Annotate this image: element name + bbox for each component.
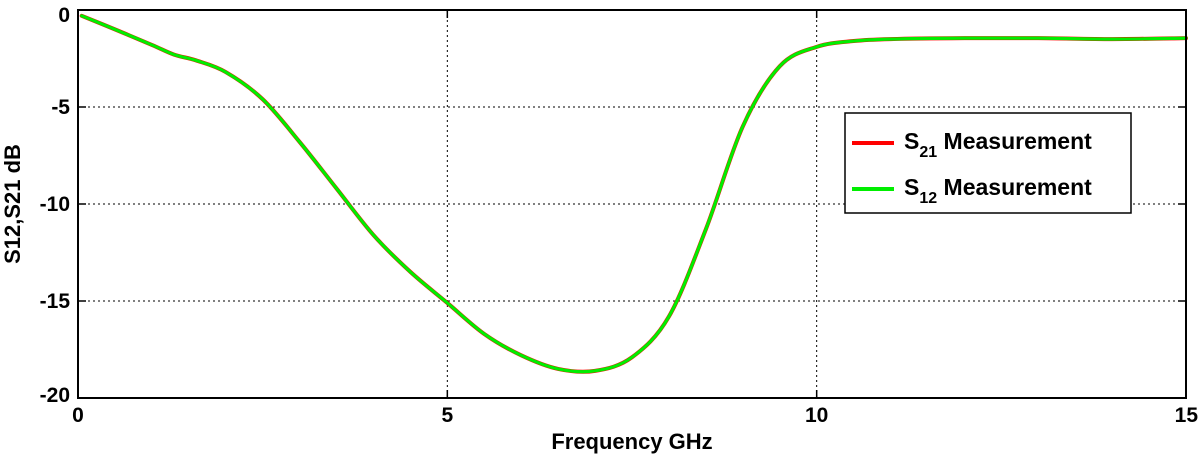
series-line-s12 — [80, 14, 1188, 374]
y-tick-label: -10 — [40, 193, 70, 216]
x-tick-label: 10 — [805, 404, 828, 427]
y-tick-label: -5 — [51, 96, 70, 119]
x-tick-label: 5 — [441, 404, 453, 427]
legend-label: S12 Measurement — [904, 174, 1092, 207]
legend: S21 Measurement S12 Measurement — [844, 112, 1132, 214]
x-tick-label: 15 — [1175, 404, 1199, 427]
ticks: 0 5 10 15 0 -5 -10 -15 -20 — [40, 4, 1199, 427]
y-tick-label: -20 — [40, 384, 70, 407]
x-tick-label: 0 — [72, 404, 84, 427]
series-group — [79, 13, 1188, 374]
y-axis-label: S12,S21 dB — [0, 144, 25, 264]
legend-label: S21 Measurement — [904, 128, 1092, 161]
legend-box — [844, 112, 1132, 214]
y-tick-label: -15 — [40, 290, 71, 313]
y-tick-label: 0 — [58, 4, 70, 27]
x-axis-label: Frequency GHz — [551, 429, 712, 454]
